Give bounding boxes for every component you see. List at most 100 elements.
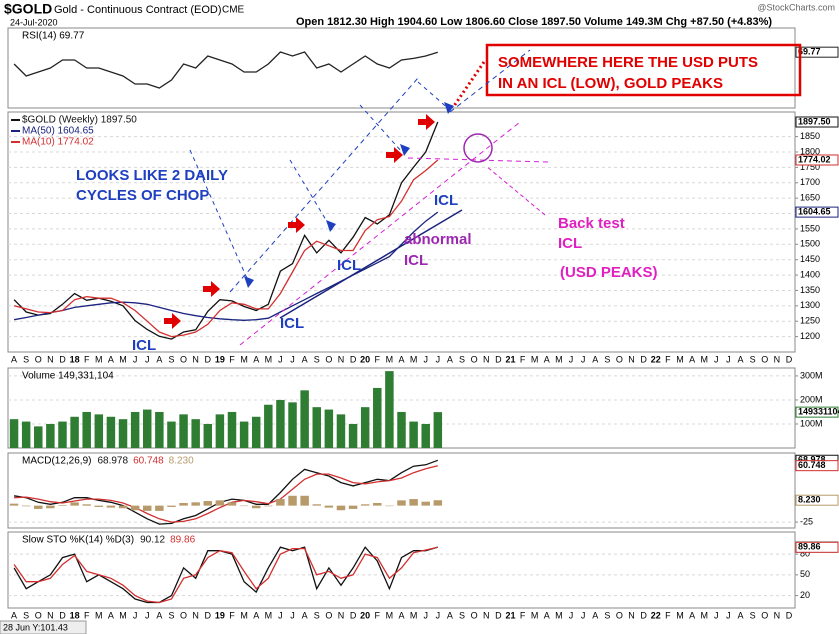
bar bbox=[276, 399, 285, 448]
x-tick-label: M bbox=[240, 354, 248, 364]
x-tick-label: N bbox=[47, 610, 54, 620]
backtest-arrow bbox=[485, 165, 546, 216]
bar bbox=[9, 503, 19, 506]
x-tick-label: M bbox=[119, 610, 127, 620]
crosshair-readout: 28 Jun Y:101.43 bbox=[3, 622, 68, 632]
y-tick-label: 1700 bbox=[800, 177, 820, 187]
blue-markers bbox=[244, 102, 454, 288]
panel-title: Volume 149,331,104 bbox=[22, 371, 114, 382]
x-tick-label: O bbox=[35, 354, 42, 364]
y-tick-label: 1200 bbox=[800, 331, 820, 341]
red-arrow bbox=[164, 313, 181, 329]
y-tick-label: 50 bbox=[800, 569, 810, 579]
bar bbox=[336, 414, 346, 448]
x-tick-label: O bbox=[761, 354, 768, 364]
value-label: 89.86 bbox=[798, 542, 821, 552]
bar bbox=[191, 419, 200, 448]
x-tick-label: 22 bbox=[651, 610, 661, 620]
value-label: 60.748 bbox=[798, 460, 826, 470]
bar bbox=[70, 416, 79, 448]
cycle-line bbox=[289, 159, 333, 231]
bar bbox=[143, 409, 152, 448]
x-tick-label: N bbox=[774, 354, 781, 364]
x-tick-label: M bbox=[95, 354, 103, 364]
value-box bbox=[795, 494, 839, 506]
x-tick-label: S bbox=[168, 610, 174, 620]
bar bbox=[94, 414, 104, 448]
bar bbox=[348, 423, 358, 448]
annotation: ICL bbox=[558, 235, 582, 252]
x-tick-label: O bbox=[471, 610, 478, 620]
bar bbox=[409, 499, 418, 506]
value-box bbox=[795, 46, 839, 58]
annotation: ICL bbox=[132, 337, 156, 354]
panel-title: MACD(12,26,9) bbox=[22, 456, 91, 467]
x-tick-label: S bbox=[314, 354, 320, 364]
bar bbox=[385, 371, 394, 448]
x-tick-label: A bbox=[689, 610, 695, 620]
bar bbox=[373, 387, 382, 448]
y-tick-label: 1350 bbox=[800, 285, 820, 295]
bar bbox=[179, 503, 188, 506]
bar bbox=[360, 504, 370, 506]
x-tick-label: M bbox=[555, 610, 563, 620]
x-tick-label: A bbox=[738, 354, 744, 364]
x-tick-label: M bbox=[386, 354, 394, 364]
bar bbox=[397, 500, 406, 506]
x-tick-label: S bbox=[604, 610, 610, 620]
x-tick-label: O bbox=[35, 610, 42, 620]
panel bbox=[7, 452, 796, 529]
bar bbox=[191, 502, 200, 506]
bar bbox=[167, 421, 176, 448]
x-tick-label: F bbox=[84, 354, 90, 364]
legend-entry: MA(50) 1604.65 bbox=[22, 126, 94, 137]
x-tick-label: A bbox=[447, 610, 453, 620]
x-tick-label: A bbox=[253, 610, 259, 620]
bar bbox=[433, 500, 443, 506]
x-tick-label: A bbox=[544, 354, 550, 364]
x-tick-label: F bbox=[520, 354, 526, 364]
y-tick-label: 1300 bbox=[800, 300, 820, 310]
x-tick-label: A bbox=[302, 354, 308, 364]
line bbox=[13, 459, 439, 525]
bar bbox=[118, 505, 128, 509]
bar bbox=[348, 505, 358, 509]
x-tick-label: S bbox=[604, 354, 610, 364]
bar bbox=[360, 407, 370, 448]
bar bbox=[276, 499, 285, 506]
x-tick-label: O bbox=[616, 610, 623, 620]
x-tick-label: 20 bbox=[360, 610, 370, 620]
x-tick-label: O bbox=[180, 354, 187, 364]
x-tick-label: M bbox=[410, 610, 418, 620]
x-tick-label: J bbox=[133, 354, 138, 364]
annotation-layer: SOMEWHERE HERE THE USD PUTS IN AN ICL (L… bbox=[76, 43, 802, 354]
x-tick-label: N bbox=[338, 610, 345, 620]
x-tick-label: A bbox=[11, 610, 17, 620]
annotation: CYCLES OF CHOP bbox=[76, 187, 209, 204]
x-tick-label: A bbox=[689, 354, 695, 364]
x-tick-label: M bbox=[240, 610, 248, 620]
x-tick-label: A bbox=[592, 610, 598, 620]
x-tick-label: F bbox=[375, 610, 381, 620]
x-tick-label: J bbox=[290, 610, 295, 620]
x-tick-label: J bbox=[278, 354, 283, 364]
x-tick-label: J bbox=[145, 610, 150, 620]
x-tick-label: M bbox=[386, 610, 394, 620]
blue-marker bbox=[244, 276, 254, 288]
x-tick-label: J bbox=[423, 354, 428, 364]
x-tick-label: 21 bbox=[505, 354, 515, 364]
instrument-name: Gold - Continuous Contract (EOD) bbox=[54, 4, 222, 16]
callout-arrow bbox=[452, 61, 486, 107]
quote: Open 1812.30 High 1904.60 Low 1806.60 Cl… bbox=[296, 16, 772, 28]
panels: RSI(14) 69.77 69.77 1200 1250 1300 1350 1400 14… bbox=[7, 27, 839, 620]
callout-box bbox=[485, 43, 802, 97]
channel-line bbox=[229, 77, 419, 293]
legend-entry: 8.230 bbox=[169, 456, 194, 467]
cycle-line bbox=[189, 149, 251, 286]
bar bbox=[312, 504, 321, 506]
bar bbox=[130, 411, 140, 448]
value-box bbox=[795, 406, 839, 418]
bar bbox=[179, 414, 188, 448]
source: @StockCharts.com bbox=[757, 2, 835, 12]
x-tick-label: A bbox=[156, 354, 162, 364]
